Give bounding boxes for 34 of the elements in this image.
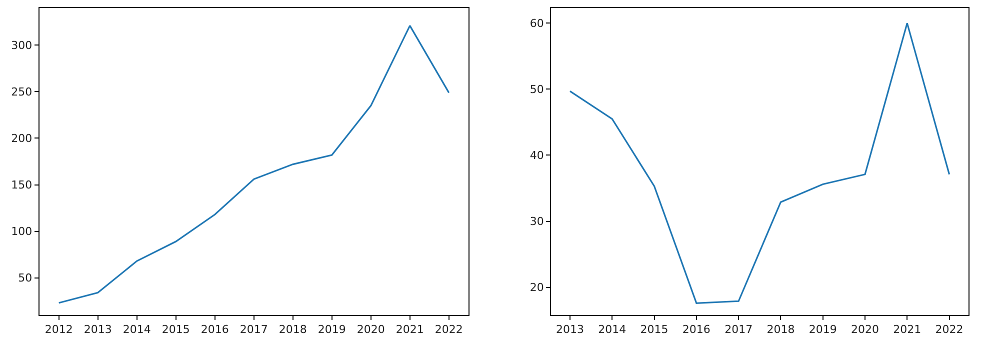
x-tick-label: 2021 bbox=[396, 323, 424, 336]
y-tick-label: 50 bbox=[530, 83, 544, 96]
x-tick-label: 2020 bbox=[356, 323, 385, 336]
x-tick-label: 2013 bbox=[84, 323, 112, 336]
x-tick-label: 2014 bbox=[122, 323, 151, 336]
y-tick-label: 20 bbox=[530, 281, 544, 294]
x-tick-label: 2019 bbox=[808, 323, 837, 336]
x-tick-label: 2016 bbox=[682, 323, 710, 336]
x-tick-label: 2012 bbox=[44, 323, 73, 336]
x-tick-label: 2018 bbox=[766, 323, 795, 336]
x-tick-label: 2015 bbox=[640, 323, 668, 336]
line-series bbox=[569, 22, 950, 304]
x-tick-label: 2017 bbox=[240, 323, 268, 336]
x-tick-label: 2022 bbox=[434, 323, 463, 336]
x-tick-label: 2015 bbox=[162, 323, 190, 336]
y-tick-label: 40 bbox=[530, 149, 544, 162]
y-tick-label: 60 bbox=[530, 17, 544, 30]
line-series bbox=[58, 24, 450, 304]
x-tick-label: 2019 bbox=[318, 323, 346, 336]
x-tick-label: 2020 bbox=[851, 323, 880, 336]
y-tick-label: 300 bbox=[11, 39, 32, 52]
x-tick-label: 2022 bbox=[935, 323, 964, 336]
y-tick-label: 250 bbox=[11, 86, 32, 99]
x-tick-label: 2017 bbox=[724, 323, 753, 336]
y-tick-label: 100 bbox=[11, 225, 32, 238]
y-tick-label: 30 bbox=[530, 215, 544, 228]
x-tick-label: 2016 bbox=[200, 323, 229, 336]
x-tick-label: 2013 bbox=[556, 323, 584, 336]
x-tick-label: 2018 bbox=[278, 323, 307, 336]
x-tick-label: 2021 bbox=[893, 323, 922, 336]
y-tick-label: 50 bbox=[18, 272, 32, 285]
y-tick-label: 200 bbox=[11, 132, 32, 146]
x-tick-label: 2014 bbox=[598, 323, 626, 336]
y-tick-label: 150 bbox=[11, 178, 32, 192]
